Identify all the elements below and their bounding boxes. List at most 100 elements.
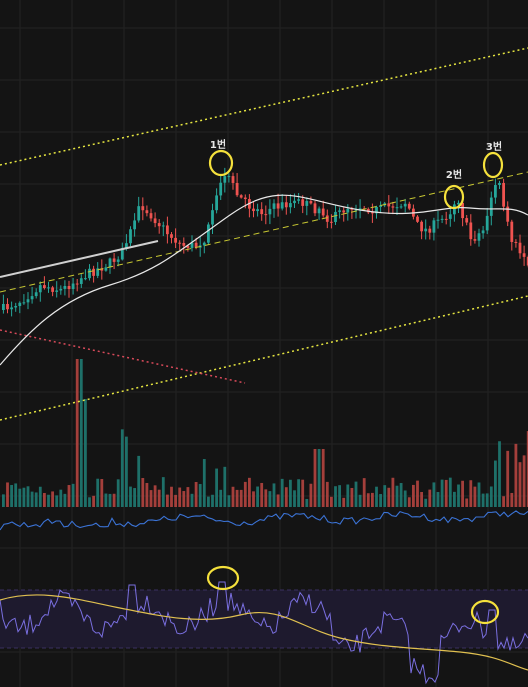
candle-body: [403, 203, 407, 207]
volume-bar: [424, 498, 428, 507]
volume-bar: [190, 493, 194, 507]
candle-body: [10, 307, 13, 310]
candle-body: [120, 248, 124, 260]
volume-bar: [379, 494, 382, 507]
volume-bar: [219, 489, 223, 507]
volume-bar: [202, 459, 206, 507]
volume-bar: [96, 478, 100, 507]
candle-body: [457, 202, 460, 205]
rsi-peak-marker-2: [470, 599, 500, 625]
volume-bar: [59, 489, 63, 507]
candle-body: [518, 242, 522, 254]
candle-body: [14, 306, 18, 308]
candle-body: [157, 223, 161, 227]
volume-bar: [63, 493, 67, 507]
candle-body: [92, 268, 95, 276]
volume-bar: [485, 493, 489, 507]
volume-bar: [416, 480, 419, 507]
volume-bar: [412, 484, 415, 507]
volume-bar: [71, 483, 75, 507]
volume-bar: [297, 479, 300, 507]
volume-bar: [170, 486, 173, 507]
candle-body: [371, 212, 374, 214]
candle-body: [153, 218, 157, 224]
candle-body: [174, 237, 177, 243]
candle-body: [317, 208, 321, 214]
candle-body: [256, 209, 259, 212]
volume-bar: [174, 494, 177, 507]
volume-bar: [280, 478, 284, 507]
volume-bar: [502, 496, 505, 507]
candle-body: [219, 182, 223, 196]
candle-body: [284, 202, 288, 208]
volume-bar: [330, 496, 333, 507]
candle-body: [461, 202, 464, 219]
candle-body: [272, 203, 276, 209]
volume-bar: [440, 479, 444, 507]
volume-bar: [84, 399, 87, 507]
volume-bar: [506, 450, 510, 507]
candle-body: [129, 229, 132, 244]
volume-bar: [309, 483, 313, 507]
volume-bar: [518, 462, 522, 507]
candle-body: [18, 302, 22, 307]
candle-body: [448, 214, 452, 219]
candle-body: [481, 230, 485, 234]
candle-body: [186, 245, 190, 248]
candle-body: [137, 206, 141, 221]
volume-bar: [120, 429, 124, 507]
volume-bar: [362, 478, 366, 507]
candle-body: [223, 176, 227, 183]
volume-bar: [252, 491, 255, 507]
candle-body: [34, 292, 38, 297]
volume-bar: [375, 486, 378, 507]
volume-bar: [239, 489, 243, 507]
candle-body: [444, 218, 448, 220]
volume-bar: [514, 443, 518, 507]
volume-bar: [129, 486, 132, 507]
candle-body: [79, 278, 83, 284]
volume-bar: [243, 481, 247, 507]
candle-body: [297, 199, 300, 201]
volume-bar: [51, 491, 54, 507]
candle-body: [399, 206, 403, 208]
candle-body: [330, 221, 333, 223]
candle-body: [473, 239, 477, 241]
candle-body: [231, 176, 235, 183]
candle-body: [100, 268, 104, 271]
candle-body: [125, 243, 128, 249]
candle-body: [358, 208, 362, 210]
candle-body: [116, 259, 120, 262]
candle-body: [498, 182, 501, 186]
volume-bar: [366, 493, 370, 507]
volume-bar: [2, 494, 5, 507]
candle-body: [276, 203, 280, 209]
candle-body: [26, 299, 30, 303]
candle-body: [63, 285, 67, 289]
volume-bar: [75, 359, 79, 507]
volume-bar: [350, 487, 354, 507]
volume-bar: [67, 485, 71, 507]
candle-body: [264, 214, 268, 216]
candle-body: [489, 197, 493, 216]
volume-bar: [391, 477, 395, 507]
candle-body: [514, 241, 518, 243]
candle-body: [108, 258, 112, 268]
candle-body: [6, 304, 9, 310]
candle-body: [301, 199, 305, 206]
volume-bar: [346, 484, 350, 507]
candle-body: [235, 182, 239, 196]
volume-bar: [469, 480, 473, 507]
rsi-ma-line: [0, 594, 528, 671]
support-line: [0, 329, 246, 384]
volume-bar: [186, 487, 190, 507]
candle-body: [239, 195, 243, 198]
candle-body: [67, 285, 71, 289]
volume-bar: [420, 491, 423, 507]
volume-bar: [358, 494, 362, 507]
volume-bar: [453, 491, 456, 507]
peak-1-marker: [208, 149, 234, 177]
